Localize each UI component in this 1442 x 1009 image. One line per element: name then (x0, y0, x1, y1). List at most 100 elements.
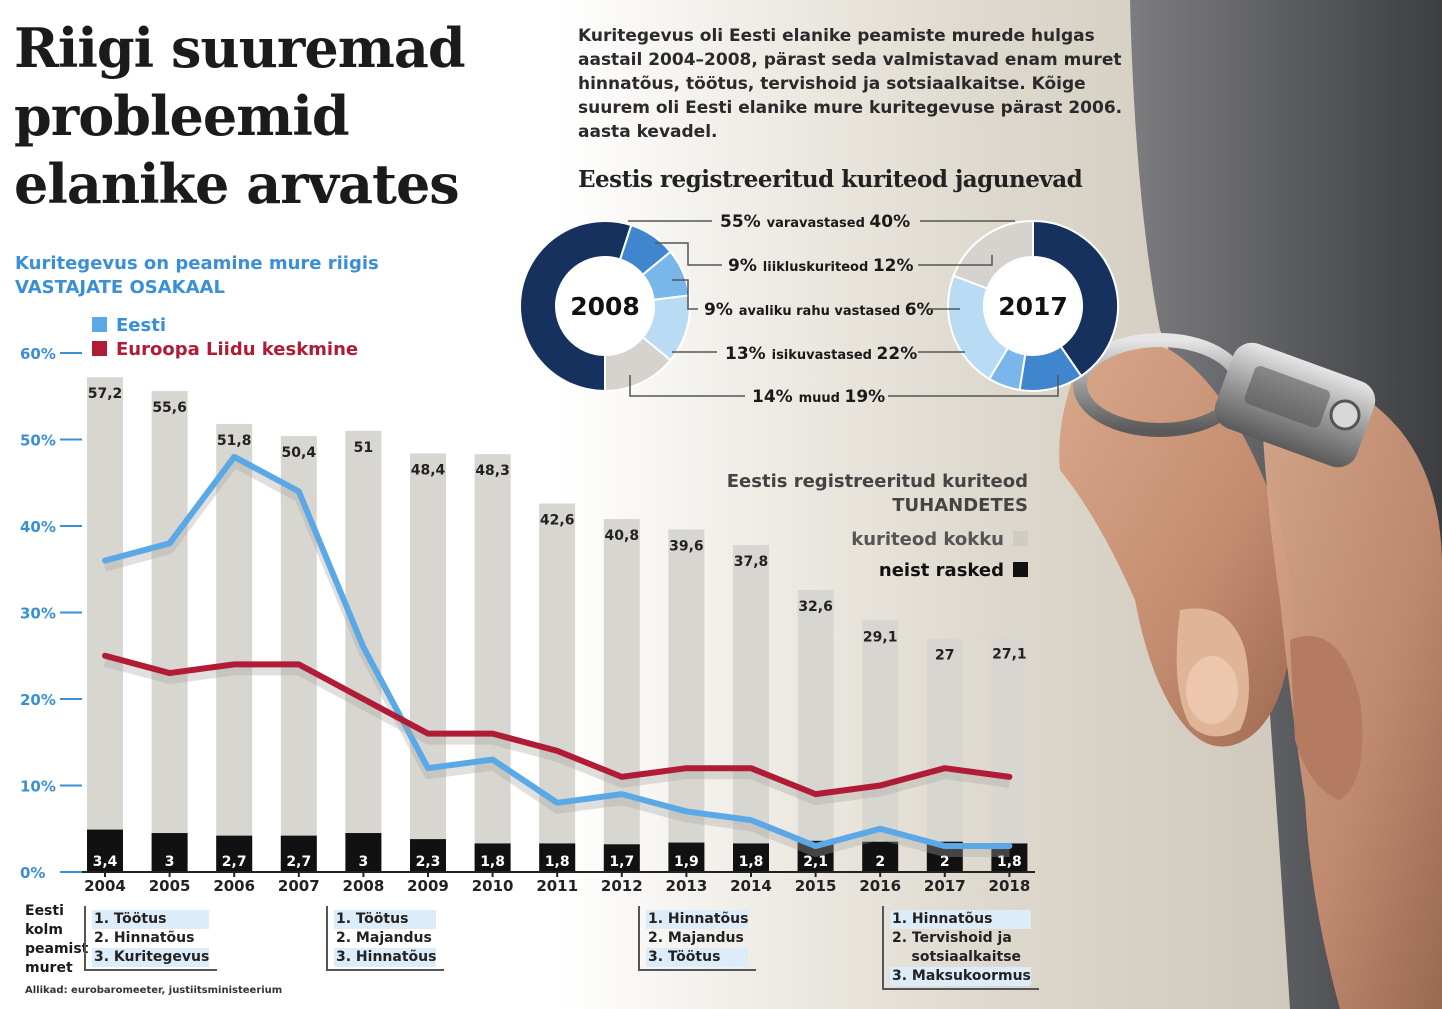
y-tick-label: 20% (20, 691, 56, 709)
x-tick-label: 2010 (472, 877, 514, 895)
bar-total-label: 29,1 (863, 629, 898, 645)
donut-leader-line (888, 375, 1059, 397)
concern-item: 3. Töötus (646, 948, 749, 967)
donut-value-2008: 13% (725, 344, 772, 364)
bar-severe-label: 1,7 (609, 854, 634, 870)
x-tick-label: 2008 (343, 877, 385, 895)
concern-item: sotsiaalkaitse (892, 949, 1022, 965)
concerns-box-2017: 1. Hinnatõus 2. Tervishoid ja sotsiaalka… (882, 906, 1039, 990)
bar-severe (345, 833, 382, 872)
concern-item: 2. Majandus (336, 930, 432, 946)
bar-severe-label: 2 (940, 854, 950, 870)
donut-value-2008: 55% (720, 212, 767, 232)
bar-severe-label: 2,1 (803, 854, 828, 870)
bar-total-label: 48,4 (411, 462, 446, 478)
donut-value-2017: 22% (877, 344, 918, 364)
legend-severe-swatch (1013, 562, 1028, 577)
concern-item: 2. Hinnatõus (94, 930, 195, 946)
bar-severe (216, 835, 253, 872)
bar-severe (410, 839, 446, 872)
bar-severe (668, 842, 705, 872)
y-tick-label: 40% (20, 518, 56, 536)
donut-value-2008: 14% (752, 387, 799, 407)
donut-leader-line (655, 242, 722, 266)
y-tick-label: 50% (20, 432, 56, 450)
x-tick-label: 2012 (601, 877, 643, 895)
concern-item: 3. Kuritegevus (92, 948, 210, 967)
bar-severe-label: 1,9 (674, 854, 699, 870)
concerns-box-2013: 1. Hinnatõus 2. Majandus 3. Töötus (638, 906, 757, 971)
donut-chart-title: Eestis registreeritud kuriteod jagunevad (578, 166, 1083, 193)
bar-severe-label: 1,8 (997, 854, 1022, 870)
donut-value-2008: 9% (728, 256, 763, 276)
donut-leader-line (672, 279, 698, 310)
x-tick-label: 2007 (278, 877, 320, 895)
bar-severe-label: 2 (875, 854, 885, 870)
y-tick-label: 30% (20, 605, 56, 623)
donut-2008-slice (604, 335, 672, 393)
x-tick-label: 2004 (84, 877, 126, 895)
bar-severe (733, 843, 769, 872)
bar-severe-label: 3 (165, 854, 175, 870)
donut-category: isikuvastased (772, 348, 877, 363)
concern-item: 1. Hinnatõus (646, 910, 749, 929)
page-title: Riigi suuremad probleemid elanike arvate… (14, 16, 466, 216)
x-tick-label: 2014 (730, 877, 772, 895)
bar-severe (603, 844, 640, 872)
bar-total (603, 519, 640, 872)
donut-2017-slice (952, 219, 1034, 290)
donut-2008-label: 2008 (570, 292, 640, 321)
source-note: Allikad: eurobaromeeter, justiitsministe… (25, 985, 283, 996)
bar-total (797, 590, 834, 872)
concern-item: 1. Töötus (334, 910, 437, 929)
bar-total-label: 27 (935, 647, 954, 663)
donut-category: muud (799, 391, 845, 406)
x-tick-label: 2005 (149, 877, 191, 895)
x-tick-label: 2018 (989, 877, 1031, 895)
x-tick-label: 2009 (407, 877, 449, 895)
legend-total-swatch (1013, 531, 1028, 546)
concern-item: 3. Maksukoormus (890, 967, 1031, 986)
donut-row-label: 13% isikuvastased 22% (725, 344, 917, 364)
bar-severe-label: 2,3 (416, 854, 441, 870)
bar-total-label: 40,8 (605, 528, 640, 544)
bar-severe-label: 2,7 (286, 854, 311, 870)
x-tick-label: 2006 (213, 877, 255, 895)
bar-total-label: 48,3 (475, 463, 510, 479)
bar-total-label: 55,6 (152, 400, 187, 416)
y-tick-label: 60% (20, 345, 56, 363)
donut-row-label: 14% muud 19% (752, 387, 885, 407)
concerns-title-1: Eesti (25, 903, 64, 919)
legend-el-label: Euroopa Liidu keskmine (116, 339, 359, 360)
donut-category: varavastased (767, 216, 870, 231)
bar-total (87, 377, 123, 872)
y-tick-label: 0% (20, 864, 45, 882)
bar-total-label: 57,2 (88, 386, 123, 402)
donut-row-label: 55% varavastased 40% (720, 212, 910, 232)
donut-2008-center (557, 258, 653, 354)
legend-severe: neist rasked (879, 560, 1028, 581)
y-tick-label: 10% (20, 778, 56, 796)
x-tick-label: 2011 (536, 877, 578, 895)
legend-el-swatch (92, 341, 107, 356)
handcuffed-hands-photo (1059, 0, 1442, 1009)
donut-leader-line (918, 255, 993, 266)
legend-severe-label: neist rasked (878, 560, 1004, 581)
bar-total-label: 37,8 (734, 554, 769, 570)
bar-total-label: 39,6 (669, 538, 704, 554)
concern-item: 2. Tervishoid ja (892, 930, 1012, 946)
bar-total (539, 503, 576, 872)
legend-total-label: kuriteod kokku (851, 529, 1004, 550)
bar-total-label: 51,8 (217, 433, 252, 449)
bar-severe (87, 829, 123, 872)
donut-value-2017: 19% (845, 387, 886, 407)
donut-leader-line (629, 375, 745, 397)
concern-item: 1. Töötus (92, 910, 210, 929)
concerns-box-2008: 1. Töötus 2. Majandus 3. Hinnatõus (326, 906, 445, 971)
concerns-title-4: muret (25, 960, 73, 976)
donut-value-2008: 9% (704, 300, 739, 320)
concern-item: 2. Majandus (648, 930, 744, 946)
x-tick-label: 2015 (795, 877, 837, 895)
series-shadow (103, 658, 1010, 806)
